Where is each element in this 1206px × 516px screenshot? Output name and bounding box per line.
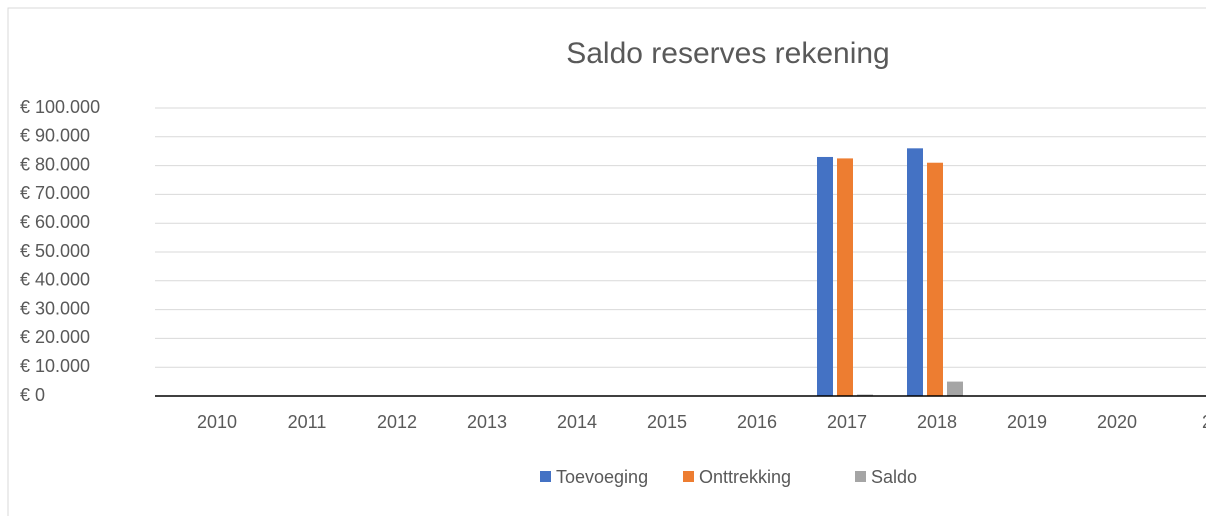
x-tick-label: 2010: [197, 412, 237, 432]
legend-label: Saldo: [871, 467, 917, 487]
y-tick-label: € 40.000: [20, 270, 90, 290]
legend-swatch: [683, 471, 694, 482]
x-tick-label: 2018: [917, 412, 957, 432]
bar: [907, 148, 923, 396]
x-tick-label: 2015: [647, 412, 687, 432]
bar: [927, 162, 943, 396]
x-tick-label: 2016: [737, 412, 777, 432]
x-tick-label: 2019: [1007, 412, 1047, 432]
bar: [817, 156, 833, 396]
y-tick-label: € 30.000: [20, 298, 90, 318]
y-tick-label: € 90.000: [20, 126, 90, 146]
legend-swatch: [855, 471, 866, 482]
chart-frame: [7, 7, 1206, 516]
y-tick-label: € 60.000: [20, 212, 90, 232]
y-tick-label: € 70.000: [20, 183, 90, 203]
x-tick-label: 2011: [288, 412, 327, 432]
y-tick-label: € 0: [20, 385, 45, 405]
legend-swatch: [540, 471, 551, 482]
y-tick-label: € 20.000: [20, 327, 90, 347]
y-tick-label: € 100.000: [20, 97, 100, 117]
x-tick-label: 2012: [377, 412, 417, 432]
x-tick-label: 2: [1202, 412, 1206, 432]
chart-title: Saldo reserves rekening: [566, 37, 890, 70]
x-tick-label: 2017: [827, 412, 867, 432]
y-tick-label: € 80.000: [20, 154, 90, 174]
x-tick-label: 2014: [557, 412, 597, 432]
bar: [837, 158, 853, 396]
x-tick-label: 2020: [1097, 412, 1137, 432]
legend-label: Onttrekking: [699, 467, 791, 487]
y-tick-label: € 10.000: [20, 356, 90, 376]
x-tick-label: 2013: [467, 412, 507, 432]
y-tick-label: € 50.000: [20, 241, 90, 261]
bar: [947, 381, 963, 396]
legend-label: Toevoeging: [556, 467, 648, 487]
